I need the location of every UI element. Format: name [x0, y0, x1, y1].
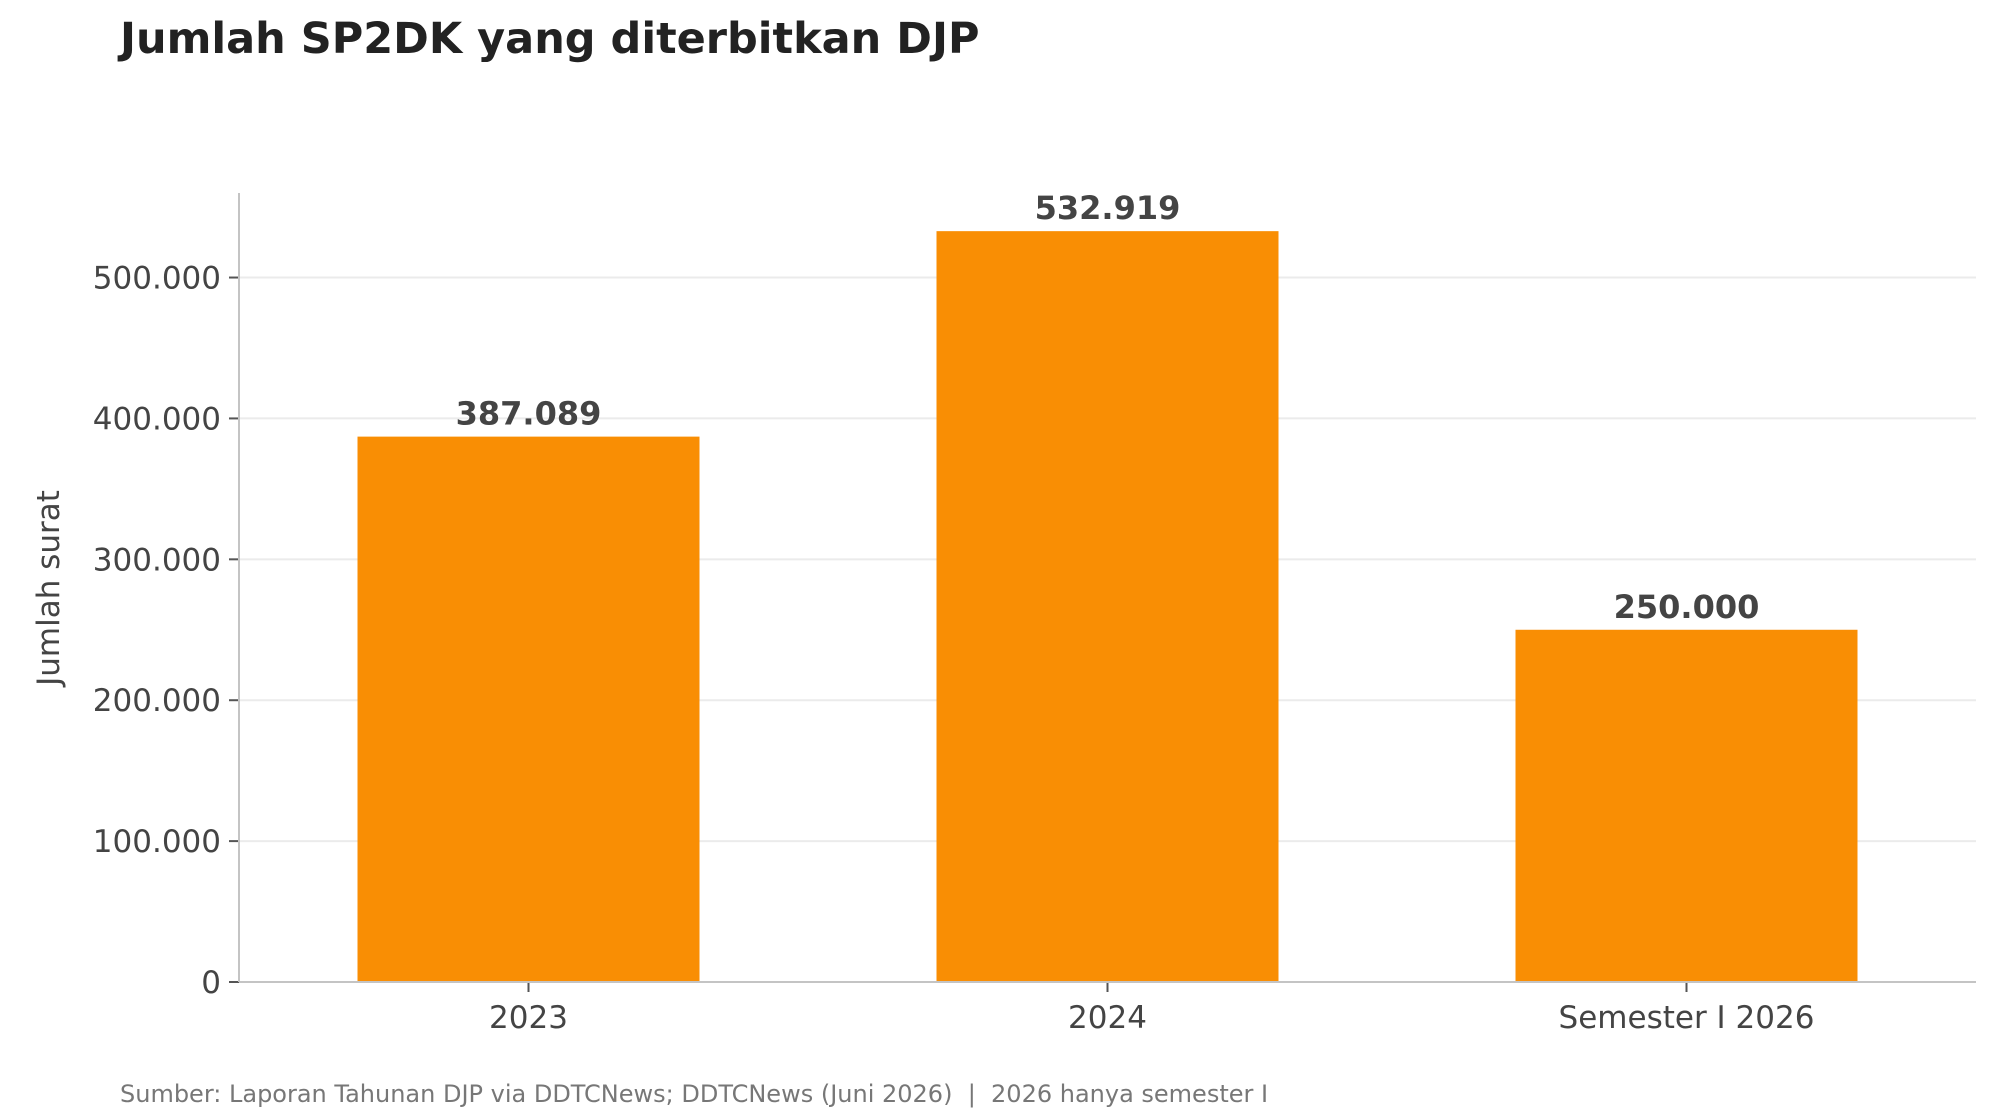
labels: 0 100.000 200.000 300.000 400.000 500.000 387.…: [31, 189, 1814, 1036]
y-tick-label: 500.000: [93, 261, 221, 297]
bar-value-label: 532.919: [1035, 189, 1181, 227]
y-tick-label: 300.000: [93, 542, 221, 578]
x-tick-label: Semester I 2026: [1559, 1000, 1815, 1036]
x-tick-label: 2023: [489, 1000, 568, 1036]
y-tick-label: 0: [201, 965, 221, 1001]
bar-value-label: 250.000: [1614, 588, 1760, 626]
chart-title: Jumlah SP2DK yang diterbitkan DJP: [120, 14, 980, 64]
y-tick-label: 400.000: [93, 401, 221, 437]
bar-value-label: 387.089: [456, 395, 602, 433]
x-tick-label: 2024: [1068, 1000, 1147, 1036]
bar: [936, 231, 1279, 982]
bars: [357, 231, 1858, 982]
bar: [357, 436, 700, 982]
source-note: Sumber: Laporan Tahunan DJP via DDTCNews…: [120, 1080, 1269, 1108]
y-tick-label: 200.000: [93, 683, 221, 719]
bar: [1515, 629, 1858, 982]
axes: [229, 193, 1976, 992]
y-tick-label: 100.000: [93, 824, 221, 860]
y-axis-title: Jumlah surat: [31, 490, 67, 688]
